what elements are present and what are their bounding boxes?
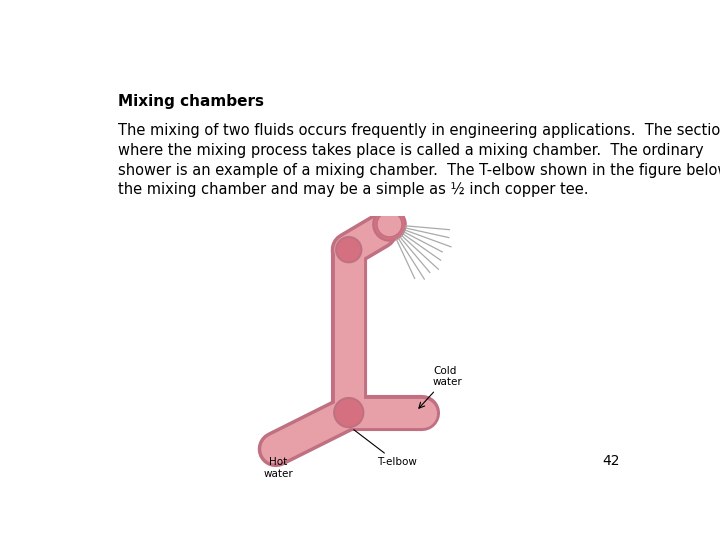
Text: The mixing of two fluids occurs frequently in engineering applications.  The sec: The mixing of two fluids occurs frequent… <box>118 123 720 198</box>
Text: T-elbow: T-elbow <box>354 430 417 468</box>
Text: Mixing chambers: Mixing chambers <box>118 94 264 109</box>
Circle shape <box>336 237 361 262</box>
Text: Cold
water: Cold water <box>419 366 463 408</box>
Circle shape <box>373 208 406 241</box>
Text: 42: 42 <box>603 454 620 468</box>
Text: Hot
water: Hot water <box>264 457 294 479</box>
Circle shape <box>377 212 402 237</box>
Circle shape <box>334 398 364 427</box>
